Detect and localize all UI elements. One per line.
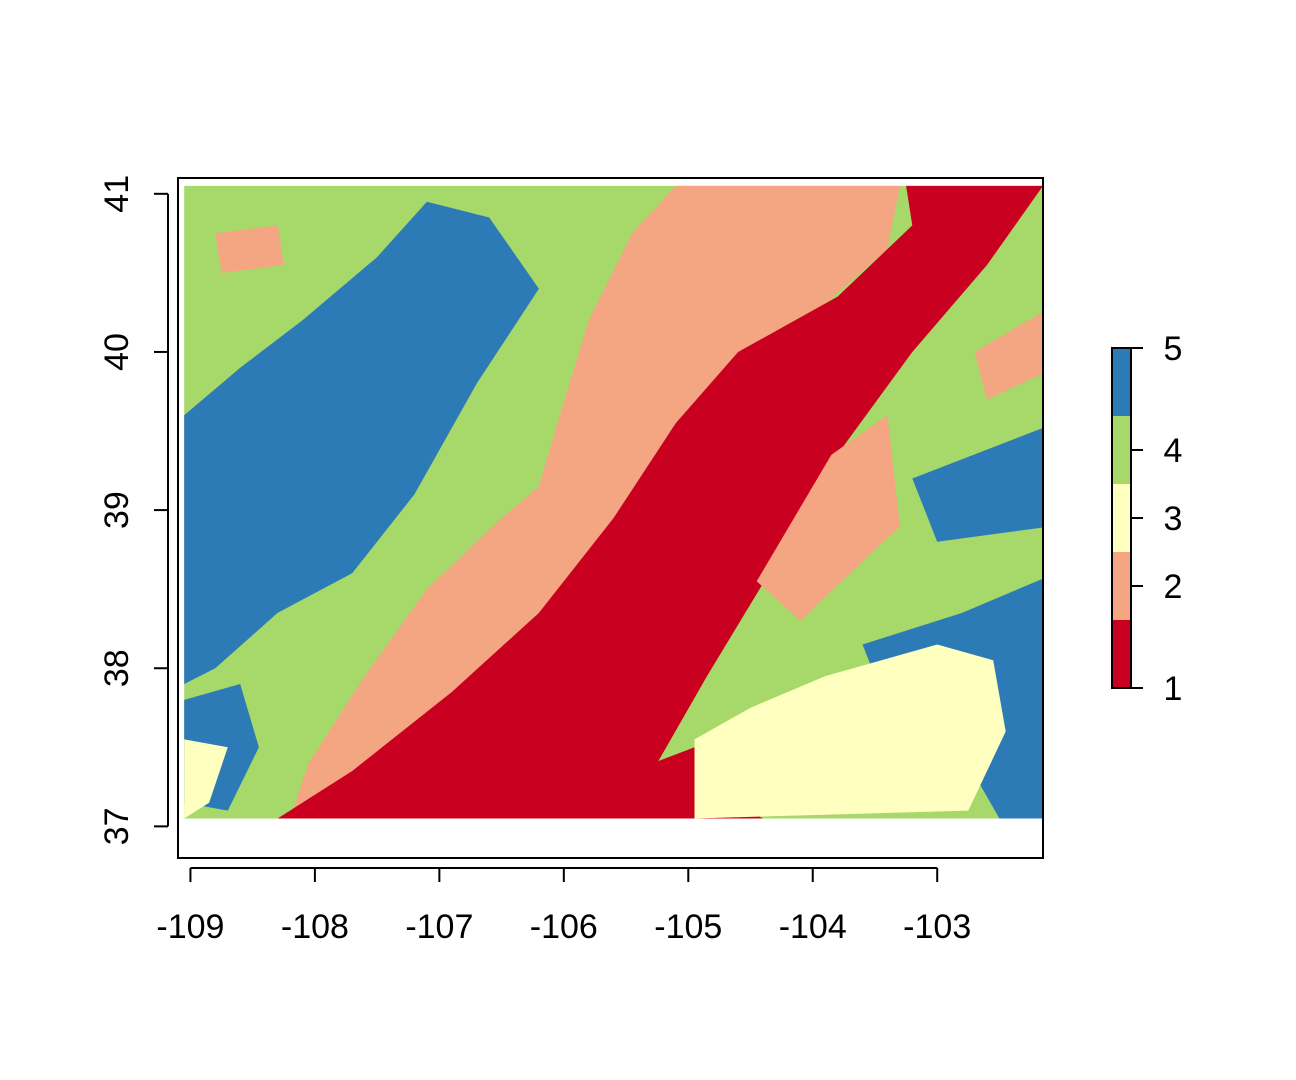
x-axis: -109 -108 -107 -106 -105 -104 -103 — [156, 867, 971, 946]
x-tick-label: -103 — [903, 908, 971, 946]
raster-layer — [184, 185, 1043, 819]
region-class-5 — [333, 304, 409, 368]
region-class-2 — [290, 185, 900, 819]
region-class-3 — [184, 739, 228, 819]
region-class-2 — [756, 415, 900, 621]
color-legend: 1 2 3 4 5 — [1111, 330, 1183, 708]
region-class-5 — [912, 427, 1043, 542]
plot-frame — [177, 177, 1044, 859]
region-class-1 — [277, 185, 1043, 819]
legend-swatch-2 — [1112, 552, 1131, 620]
x-tick-label: -108 — [281, 908, 349, 946]
region-class-3 — [694, 644, 1006, 819]
legend-swatch-3 — [1112, 484, 1131, 552]
y-tick-label: 40 — [98, 333, 136, 371]
x-tick-label: -109 — [156, 908, 224, 946]
region-class-2 — [215, 225, 284, 273]
x-tick-label: -104 — [779, 908, 847, 946]
legend-tick-label: 5 — [1164, 330, 1183, 368]
region-class-5 — [184, 201, 539, 684]
legend-swatch-5 — [1112, 348, 1131, 416]
region-class-2 — [974, 311, 1043, 400]
legend-swatch-4 — [1112, 416, 1131, 484]
y-tick-label: 41 — [98, 175, 136, 213]
legend-tick-label: 3 — [1164, 500, 1183, 538]
x-tick-label: -105 — [654, 908, 722, 946]
y-axis: 37 38 39 40 41 — [98, 175, 169, 845]
y-tick-label: 39 — [98, 491, 136, 529]
y-tick-label: 38 — [98, 649, 136, 687]
legend-tick-label: 1 — [1164, 670, 1183, 708]
legend-tick-label: 2 — [1164, 568, 1183, 606]
x-tick-label: -106 — [530, 908, 598, 946]
y-tick-label: 37 — [98, 807, 136, 845]
x-tick-label: -107 — [405, 908, 473, 946]
legend-tick-label: 4 — [1164, 432, 1183, 470]
legend-swatch-1 — [1112, 620, 1131, 688]
